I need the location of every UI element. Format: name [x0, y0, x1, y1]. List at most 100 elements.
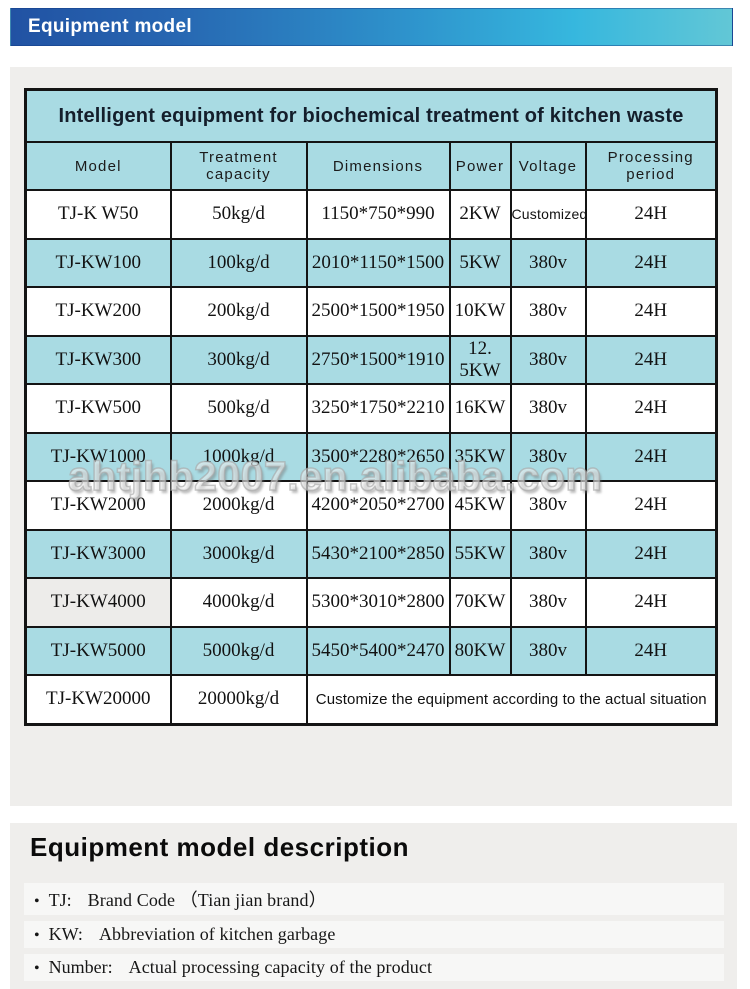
cell-power: 16KW	[448, 383, 512, 434]
cell-voltage: 380v	[509, 286, 587, 337]
cell-model: TJ-KW20000	[24, 674, 172, 725]
description-term: TJ:	[48, 890, 72, 910]
cell-period: 24H	[584, 237, 718, 288]
description-term: KW:	[48, 924, 83, 944]
cell-period: 24H	[584, 528, 718, 579]
cell-model: TJ-KW100	[24, 237, 172, 288]
cell-power: 80KW	[448, 625, 512, 676]
cell-power: 5KW	[448, 237, 512, 288]
section-header-banner: Equipment model	[10, 8, 733, 46]
description-item-kw: • KW: Abbreviation of kitchen garbage	[24, 921, 724, 948]
table-row-tj-kw1000: TJ-KW1000 1000kg/d 3500*2280*2650 35KW 380v 2…	[24, 431, 718, 482]
cell-voltage: 380v	[509, 577, 587, 628]
table-row-tj-kw500: TJ-KW500 500kg/d 3250*1750*2210 16KW 380v 24H	[24, 383, 718, 434]
column-header-processing-period: Processing period	[584, 141, 718, 191]
cell-voltage: 380v	[509, 480, 587, 531]
table-row-tj-kw200: TJ-KW200 200kg/d 2500*1500*1950 10KW 380v 24H	[24, 286, 718, 337]
bullet-icon: •	[34, 960, 40, 977]
cell-dimensions: 3250*1750*2210	[305, 383, 451, 434]
description-panel: Equipment model description • TJ: Brand Co…	[10, 823, 737, 989]
description-item-tj: • TJ: Brand Code （Tian jian brand）	[24, 883, 724, 915]
cell-capacity: 5000kg/d	[169, 625, 308, 676]
table-title: Intelligent equipment for biochemical tr…	[24, 88, 718, 143]
cell-model: TJ-KW1000	[24, 431, 172, 482]
description-definition: Abbreviation of kitchen garbage	[98, 924, 336, 944]
cell-dimensions: 2500*1500*1950	[305, 286, 451, 337]
cell-model: TJ-KW4000	[24, 577, 172, 628]
cell-dimensions: 2010*1150*1500	[305, 237, 451, 288]
cell-voltage: 380v	[509, 237, 587, 288]
cell-note: Customize the equipment according to the…	[305, 674, 718, 725]
cell-capacity: 20000kg/d	[169, 674, 308, 725]
table-panel: Intelligent equipment for biochemical tr…	[10, 67, 732, 806]
cell-power: 10KW	[448, 286, 512, 337]
cell-model: TJ-KW200	[24, 286, 172, 337]
cell-capacity: 300kg/d	[169, 334, 308, 385]
description-definition: Brand Code （Tian jian brand）	[87, 890, 327, 910]
column-header-model: Model	[24, 141, 172, 191]
cell-model: TJ-K W50	[24, 189, 172, 240]
table-row-tj-kw300: TJ-KW300 300kg/d 2750*1500*1910 12. 5KW 380v…	[24, 334, 718, 385]
cell-period: 24H	[584, 480, 718, 531]
cell-period: 24H	[584, 189, 718, 240]
cell-power: 70KW	[448, 577, 512, 628]
cell-capacity: 3000kg/d	[169, 528, 308, 579]
column-header-treatment-capacity: Treatment capacity	[169, 141, 308, 191]
cell-power: 2KW	[448, 189, 512, 240]
cell-period: 24H	[584, 334, 718, 385]
cell-voltage: 380v	[509, 383, 587, 434]
description-item-number: • Number: Actual processing capacity of th…	[24, 954, 724, 981]
description-term: Number:	[48, 957, 113, 977]
cell-voltage: 380v	[509, 334, 587, 385]
cell-power: 55KW	[448, 528, 512, 579]
table-row-tj-kw100: TJ-KW100 100kg/d 2010*1150*1500 5KW 380v 24H	[24, 237, 718, 288]
cell-voltage: 380v	[509, 625, 587, 676]
column-header-power: Power	[448, 141, 512, 191]
table-header-row: Model Treatment capacity Dimensions Power Vo…	[24, 141, 718, 191]
cell-capacity: 100kg/d	[169, 237, 308, 288]
table-row-tj-kw2000: TJ-KW2000 2000kg/d 4200*2050*2700 45KW 380v 2…	[24, 480, 718, 531]
cell-power: 35KW	[448, 431, 512, 482]
table-row-tj-kw3000: TJ-KW3000 3000kg/d 5430*2100*2850 55KW 380v 2…	[24, 528, 718, 579]
bullet-icon: •	[34, 927, 40, 944]
table-row-tj-kw4000: TJ-KW4000 4000kg/d 5300*3010*2800 70KW 380v 2…	[24, 577, 718, 628]
cell-dimensions: 1150*750*990	[305, 189, 451, 240]
cell-voltage: 380v	[509, 431, 587, 482]
cell-model: TJ-KW3000	[24, 528, 172, 579]
cell-dimensions: 4200*2050*2700	[305, 480, 451, 531]
cell-capacity: 500kg/d	[169, 383, 308, 434]
bullet-icon: •	[34, 893, 40, 910]
cell-dimensions: 5450*5400*2470	[305, 625, 451, 676]
table-title-row: Intelligent equipment for biochemical tr…	[24, 88, 718, 143]
cell-model: TJ-KW500	[24, 383, 172, 434]
cell-voltage: 380v	[509, 528, 587, 579]
cell-period: 24H	[584, 625, 718, 676]
cell-capacity: 4000kg/d	[169, 577, 308, 628]
cell-capacity: 50kg/d	[169, 189, 308, 240]
cell-period: 24H	[584, 286, 718, 337]
cell-model: TJ-KW5000	[24, 625, 172, 676]
cell-power: 45KW	[448, 480, 512, 531]
table-row-tj-k-w50: TJ-K W50 50kg/d 1150*750*990 2KW Customized 2…	[24, 189, 718, 240]
banner-title: Equipment model	[28, 16, 192, 37]
cell-dimensions: 5300*3010*2800	[305, 577, 451, 628]
cell-period: 24H	[584, 577, 718, 628]
cell-capacity: 1000kg/d	[169, 431, 308, 482]
cell-period: 24H	[584, 383, 718, 434]
cell-model: TJ-KW300	[24, 334, 172, 385]
cell-dimensions: 3500*2280*2650	[305, 431, 451, 482]
cell-dimensions: 5430*2100*2850	[305, 528, 451, 579]
cell-voltage: Customized	[509, 189, 587, 240]
table-body: TJ-K W50 50kg/d 1150*750*990 2KW Customized 2…	[24, 189, 718, 725]
cell-dimensions: 2750*1500*1910	[305, 334, 451, 385]
cell-model: TJ-KW2000	[24, 480, 172, 531]
column-header-voltage: Voltage	[509, 141, 587, 191]
cell-capacity: 200kg/d	[169, 286, 308, 337]
description-heading: Equipment model description	[30, 832, 409, 862]
table-row-tj-kw20000: TJ-KW20000 20000kg/d Customize the equipme…	[24, 674, 718, 725]
description-list: • TJ: Brand Code （Tian jian brand） • KW: Abbr…	[24, 883, 724, 981]
cell-power: 12. 5KW	[448, 334, 512, 385]
description-definition: Actual processing capacity of the produc…	[128, 957, 433, 977]
column-header-dimensions: Dimensions	[305, 141, 451, 191]
